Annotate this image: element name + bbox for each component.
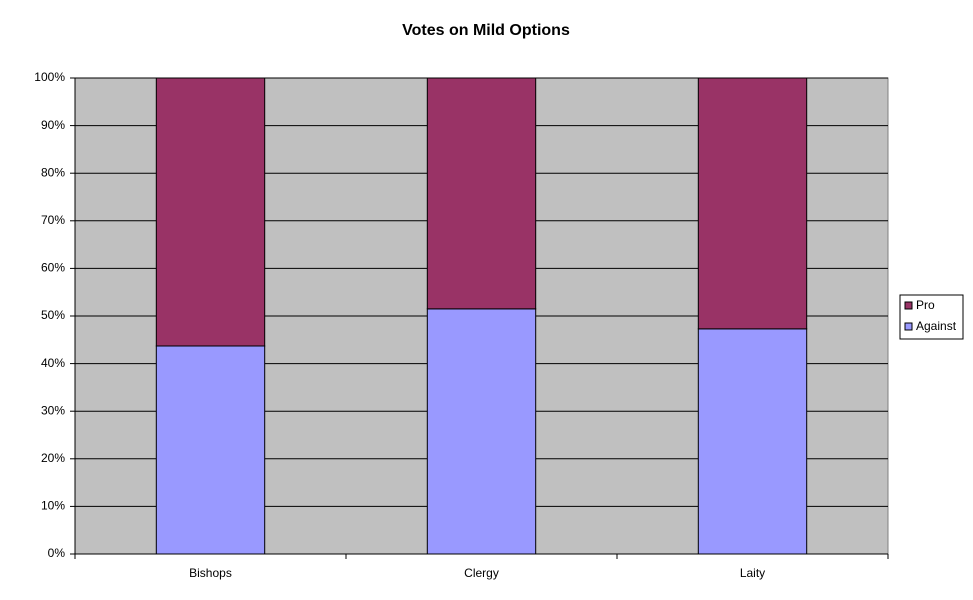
- legend-swatch: [904, 322, 913, 331]
- y-tick-label: 20%: [41, 451, 65, 465]
- bar-segment: [697, 328, 808, 555]
- legend-label: Pro: [916, 298, 935, 312]
- y-tick-label: 90%: [41, 118, 65, 132]
- y-tick-label: 40%: [41, 356, 65, 370]
- bar-segment: [426, 308, 537, 555]
- bar-segment: [155, 77, 266, 347]
- x-tick-label: Bishops: [189, 566, 232, 580]
- legend-swatch: [904, 301, 913, 310]
- bar-segment: [697, 77, 808, 330]
- y-tick-label: 0%: [48, 546, 66, 560]
- bar-segment: [155, 345, 266, 555]
- y-tick-label: 50%: [41, 308, 65, 322]
- x-tick-label: Laity: [740, 566, 765, 580]
- y-tick-label: 70%: [41, 213, 65, 227]
- y-tick-label: 100%: [34, 70, 65, 84]
- y-tick-label: 10%: [41, 499, 65, 513]
- legend-label: Against: [916, 319, 957, 333]
- y-tick-label: 30%: [41, 403, 65, 417]
- bar-segment: [426, 77, 537, 310]
- y-tick-label: 80%: [41, 165, 65, 179]
- chart-title: Votes on Mild Options: [402, 22, 570, 39]
- y-tick-label: 60%: [41, 261, 65, 275]
- x-tick-label: Clergy: [464, 566, 499, 580]
